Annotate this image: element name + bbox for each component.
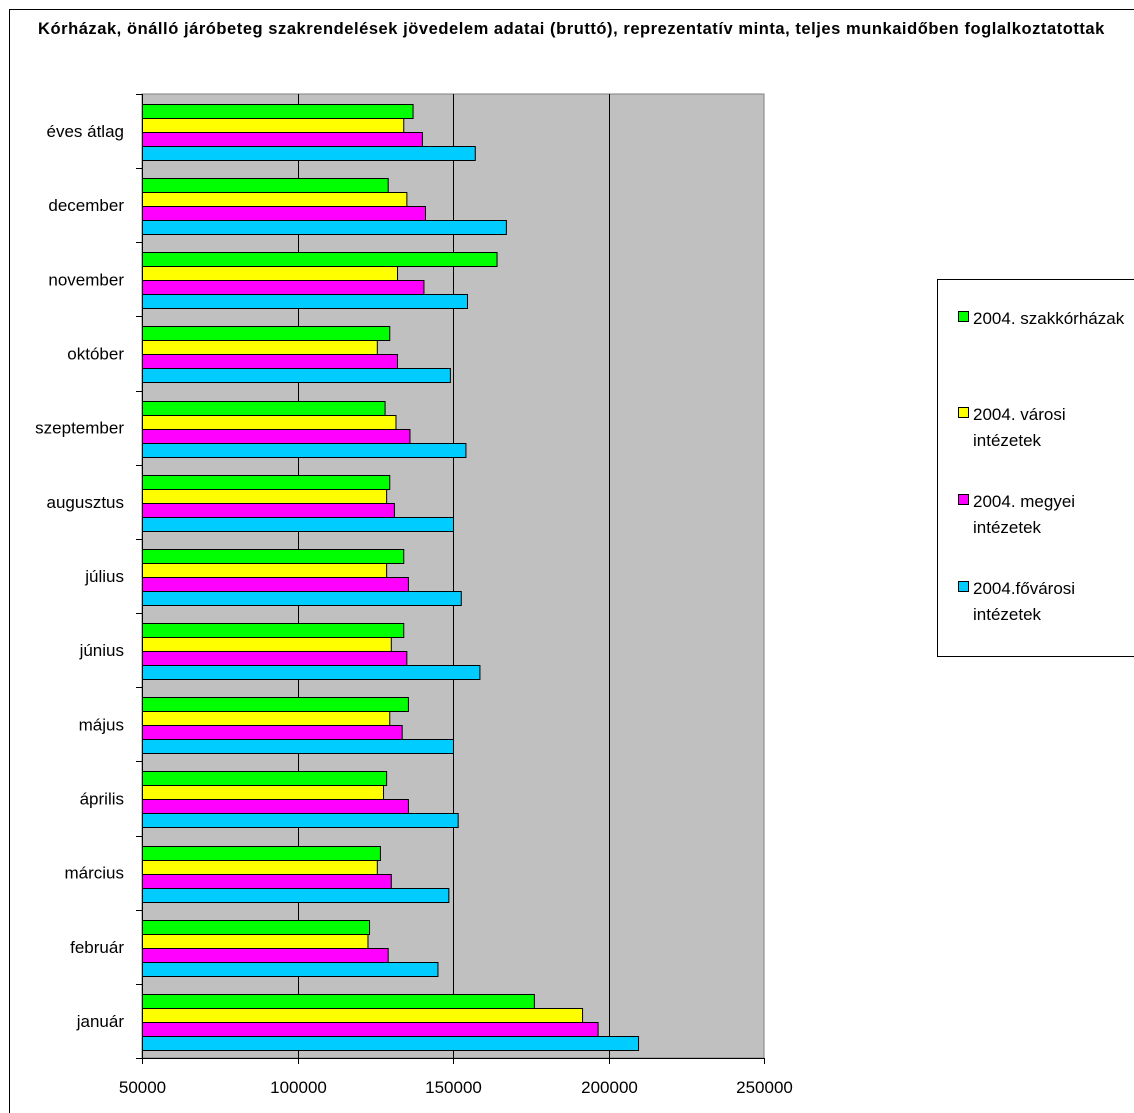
bar [142, 651, 408, 666]
bar [142, 934, 369, 949]
bar [142, 503, 395, 518]
bar [142, 280, 425, 295]
legend-swatch [958, 581, 969, 592]
bar [142, 340, 378, 355]
bar [142, 948, 389, 963]
axes [136, 94, 765, 1064]
bar [142, 368, 451, 383]
x-tick-label: 100000 [270, 1078, 327, 1097]
bar [142, 326, 391, 341]
category-label: május [79, 715, 124, 734]
category-label: június [79, 641, 124, 660]
bar [142, 104, 414, 119]
bar [142, 711, 391, 726]
bar [142, 146, 476, 161]
bar [142, 785, 385, 800]
bar [142, 874, 392, 889]
legend-label: 2004. megyei intézetek [973, 492, 1076, 537]
labels: éves átlag december november október szeptem… [35, 122, 793, 1097]
bar [142, 475, 391, 490]
bar [142, 771, 388, 786]
bar [142, 489, 388, 504]
legend-swatch [958, 494, 969, 505]
bar [142, 220, 507, 235]
x-tick-label: 150000 [425, 1078, 482, 1097]
category-label: január [76, 1012, 125, 1031]
bar [142, 354, 399, 369]
bar [142, 1036, 640, 1051]
category-label: december [48, 196, 124, 215]
legend-swatch [958, 407, 969, 418]
legend-label: 2004. városi intézetek [973, 405, 1066, 450]
bar [142, 697, 409, 712]
bar [142, 443, 467, 458]
bar [142, 623, 405, 638]
bar [142, 563, 388, 578]
category-label: április [80, 789, 124, 808]
bar [142, 665, 481, 680]
bar [142, 739, 454, 754]
bar [142, 813, 459, 828]
bar [142, 401, 386, 416]
legend: 2004. szakkórházak 2004. városi intézete… [937, 279, 1134, 657]
bar [142, 206, 427, 221]
category-label: július [84, 567, 124, 586]
x-tick-label: 250000 [736, 1078, 793, 1097]
bars [142, 104, 640, 1051]
bar [142, 517, 454, 532]
bar [142, 994, 535, 1009]
legend-label: 2004. szakkórházak [973, 309, 1125, 328]
bar [142, 1008, 584, 1023]
bar [142, 178, 389, 193]
bar [142, 294, 468, 309]
bar [142, 637, 392, 652]
bar [142, 429, 411, 444]
category-label: szeptember [35, 419, 124, 438]
bar [142, 591, 462, 606]
bar [142, 1022, 599, 1037]
bar [142, 252, 498, 267]
bar [142, 860, 378, 875]
x-tick-label: 50000 [119, 1078, 166, 1097]
category-label: augusztus [47, 493, 125, 512]
x-tick-label: 200000 [581, 1078, 638, 1097]
category-label: éves átlag [47, 122, 125, 141]
bar [142, 549, 405, 564]
bar [142, 962, 439, 977]
bar [142, 888, 450, 903]
legend-swatch [958, 311, 969, 322]
bar [142, 266, 399, 281]
category-label: november [48, 270, 124, 289]
category-label: március [64, 864, 124, 883]
bar [142, 132, 423, 147]
bar [142, 920, 371, 935]
chart-title: Kórházak, önálló járóbeteg szakrendelése… [38, 20, 1105, 38]
bar [142, 725, 403, 740]
legend-label: 2004.fővárosi intézetek [973, 579, 1076, 624]
bar [142, 192, 408, 207]
bar [142, 846, 381, 861]
category-label: február [70, 938, 124, 957]
bar [142, 415, 397, 430]
category-label: október [67, 345, 124, 364]
bar [142, 577, 409, 592]
bar [142, 118, 405, 133]
bar [142, 799, 409, 814]
